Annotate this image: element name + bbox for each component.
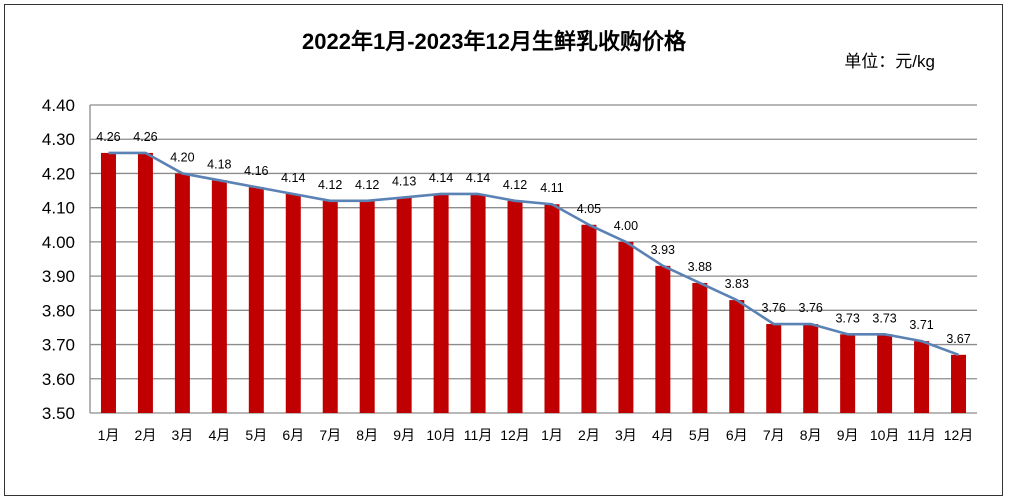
data-label: 4.12 <box>318 178 342 192</box>
data-label: 4.26 <box>133 130 157 144</box>
data-label: 3.71 <box>909 318 933 332</box>
x-axis-ticks: 1月 2月 3月 4月 5月 6月 7月 8月 9月 10月 11月 12月 1月 2月 3月 4月 5月 6月 7… <box>98 427 974 443</box>
x-tick-label: 10月 <box>426 427 456 443</box>
data-label: 4.13 <box>392 174 416 188</box>
x-tick-label: 3月 <box>171 427 193 443</box>
bar <box>729 300 745 413</box>
data-label: 4.05 <box>577 202 601 216</box>
data-label: 4.14 <box>281 171 305 185</box>
bar <box>581 224 597 413</box>
x-tick-label: 1月 <box>98 427 120 443</box>
data-label: 4.18 <box>207 157 231 171</box>
bar <box>285 193 301 413</box>
y-tick-label: 3.60 <box>42 370 75 389</box>
bar <box>322 200 338 413</box>
x-tick-label: 6月 <box>282 427 304 443</box>
bar <box>914 341 930 413</box>
bar <box>840 334 856 413</box>
x-tick-label: 12月 <box>944 427 974 443</box>
data-label: 4.12 <box>355 178 379 192</box>
x-tick-label: 11月 <box>907 427 936 443</box>
data-label: 4.11 <box>540 181 563 195</box>
y-tick-label: 4.40 <box>42 96 75 115</box>
bar <box>211 180 227 413</box>
data-label: 3.93 <box>651 243 675 257</box>
chart-title: 2022年1月-2023年12月生鲜乳收购价格 <box>302 29 687 54</box>
x-tick-label: 5月 <box>245 427 267 443</box>
data-label: 3.76 <box>799 301 823 315</box>
x-tick-label: 6月 <box>726 427 748 443</box>
bar <box>544 204 560 413</box>
trend-line-group <box>108 151 959 357</box>
data-label: 4.16 <box>244 164 268 178</box>
chart-frame <box>4 4 1003 496</box>
y-tick-label: 4.10 <box>42 199 75 218</box>
bar <box>359 200 375 413</box>
data-label: 3.88 <box>688 260 712 274</box>
x-tick-label: 11月 <box>464 427 493 443</box>
bar <box>618 241 634 413</box>
bar <box>396 197 412 413</box>
data-labels: 4.26 4.26 4.20 4.18 4.16 4.14 4.12 4.12 4.13 4.14… <box>96 130 970 346</box>
data-label: 3.73 <box>835 311 859 325</box>
x-tick-label: 4月 <box>652 427 674 443</box>
bar <box>803 324 819 413</box>
x-tick-label: 8月 <box>800 427 822 443</box>
x-tick-label: 7月 <box>763 427 785 443</box>
bar <box>100 152 116 413</box>
x-tick-label: 12月 <box>500 427 530 443</box>
x-tick-label: 4月 <box>208 427 230 443</box>
bar <box>507 200 523 413</box>
bar <box>174 173 190 413</box>
x-tick-label: 9月 <box>393 427 415 443</box>
x-tick-label: 10月 <box>870 427 900 443</box>
data-label: 4.14 <box>429 171 453 185</box>
x-tick-label: 2月 <box>135 427 157 443</box>
data-label: 3.76 <box>762 301 786 315</box>
bar <box>433 193 449 413</box>
grid-lines <box>89 104 977 414</box>
x-tick-label: 8月 <box>356 427 378 443</box>
bar <box>766 324 782 413</box>
x-tick-label: 7月 <box>319 427 341 443</box>
y-tick-label: 4.00 <box>42 233 75 252</box>
unit-label: 单位：元/kg <box>844 52 935 71</box>
x-tick-label: 5月 <box>689 427 711 443</box>
bar <box>951 354 967 413</box>
y-tick-label: 4.30 <box>42 130 75 149</box>
data-label: 4.26 <box>96 130 120 144</box>
bar <box>470 193 486 413</box>
y-tick-label: 4.20 <box>42 164 75 183</box>
x-tick-label: 9月 <box>837 427 859 443</box>
x-tick-label: 3月 <box>615 427 637 443</box>
x-tick-label: 1月 <box>541 427 563 443</box>
bar <box>655 265 671 413</box>
bar <box>877 334 893 413</box>
y-tick-label: 3.70 <box>42 336 75 355</box>
bar <box>137 152 153 413</box>
y-axis-ticks: 3.50 3.60 3.70 3.80 3.90 4.00 4.10 4.20 4.30 4.40 <box>42 96 75 423</box>
bars <box>100 152 967 413</box>
data-label: 4.14 <box>466 171 490 185</box>
bar <box>248 187 264 413</box>
x-tick-label: 2月 <box>578 427 600 443</box>
y-tick-label: 3.90 <box>42 267 75 286</box>
trend-line <box>108 151 959 357</box>
data-label: 3.73 <box>872 311 896 325</box>
bar <box>692 282 708 413</box>
data-label: 4.12 <box>503 178 527 192</box>
data-label: 4.20 <box>170 150 194 164</box>
y-tick-label: 3.80 <box>42 301 75 320</box>
data-label: 3.83 <box>725 277 749 291</box>
data-label: 3.67 <box>946 332 970 346</box>
data-label: 4.00 <box>614 219 638 233</box>
y-tick-label: 3.50 <box>42 404 75 423</box>
